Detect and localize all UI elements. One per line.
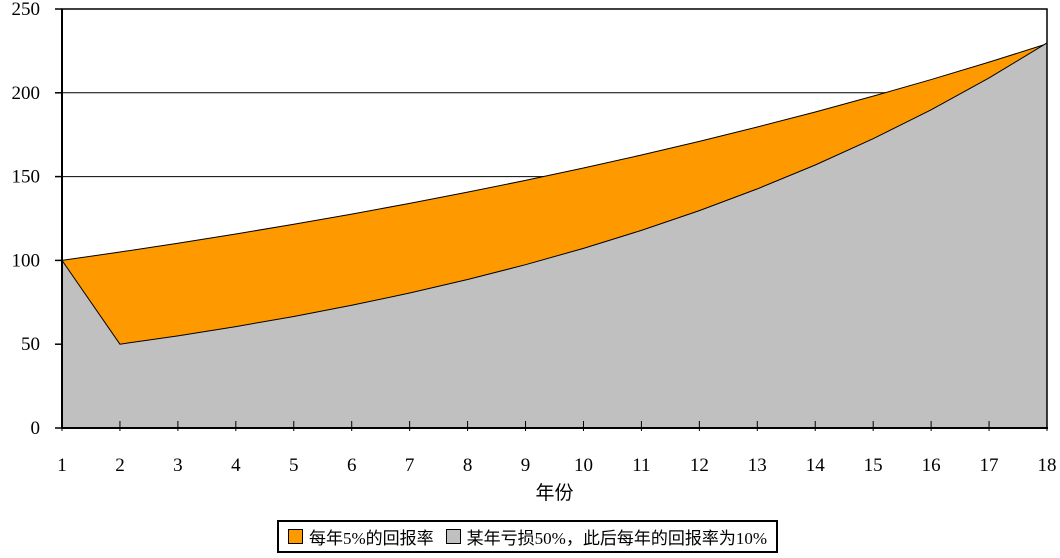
x-axis-tick-label: 17	[980, 455, 999, 476]
x-axis-tick-label: 9	[521, 455, 531, 476]
x-axis-tick-label: 6	[347, 455, 357, 476]
y-axis-tick-label: 250	[12, 0, 41, 20]
x-axis-tick-label: 18	[1038, 455, 1057, 476]
x-axis-tick-label: 5	[289, 455, 299, 476]
x-axis-tick-label: 10	[574, 455, 593, 476]
legend-swatch-gray	[445, 529, 461, 544]
x-axis-tick-label: 8	[463, 455, 473, 476]
x-axis-tick-label: 16	[922, 455, 941, 476]
legend-label-series-0: 每年5%的回报率	[309, 529, 434, 548]
y-axis-tick-label: 50	[21, 334, 40, 355]
y-axis-tick-label: 150	[12, 167, 41, 188]
legend: 每年5%的回报率 某年亏损50%，此后每年的回报率为10%	[277, 520, 778, 553]
area-series-1	[61, 42, 1048, 429]
y-axis-tick-label: 100	[12, 250, 41, 271]
x-axis-tick-label: 13	[748, 455, 767, 476]
x-axis-tick-label: 3	[173, 455, 183, 476]
x-axis-tick-label: 1	[57, 455, 67, 476]
x-axis-title: 年份	[535, 483, 574, 504]
x-axis-tick-label: 4	[231, 455, 241, 476]
legend-label-series-1: 某年亏损50%，此后每年的回报率为10%	[466, 529, 767, 548]
y-axis-tick-label: 200	[12, 83, 41, 104]
x-axis-tick-label: 2	[115, 455, 125, 476]
x-axis-tick-label: 14	[806, 455, 826, 476]
legend-item-series-0: 每年5%的回报率	[288, 524, 434, 549]
x-axis-tick-label: 12	[690, 455, 709, 476]
y-axis-tick-label: 0	[31, 418, 41, 439]
legend-item-series-1: 某年亏损50%，此后每年的回报率为10%	[445, 524, 767, 549]
legend-swatch-orange	[288, 529, 303, 544]
x-axis-tick-label: 15	[864, 455, 883, 476]
x-axis-tick-label: 11	[632, 455, 650, 476]
x-axis-tick-label: 7	[405, 455, 415, 476]
